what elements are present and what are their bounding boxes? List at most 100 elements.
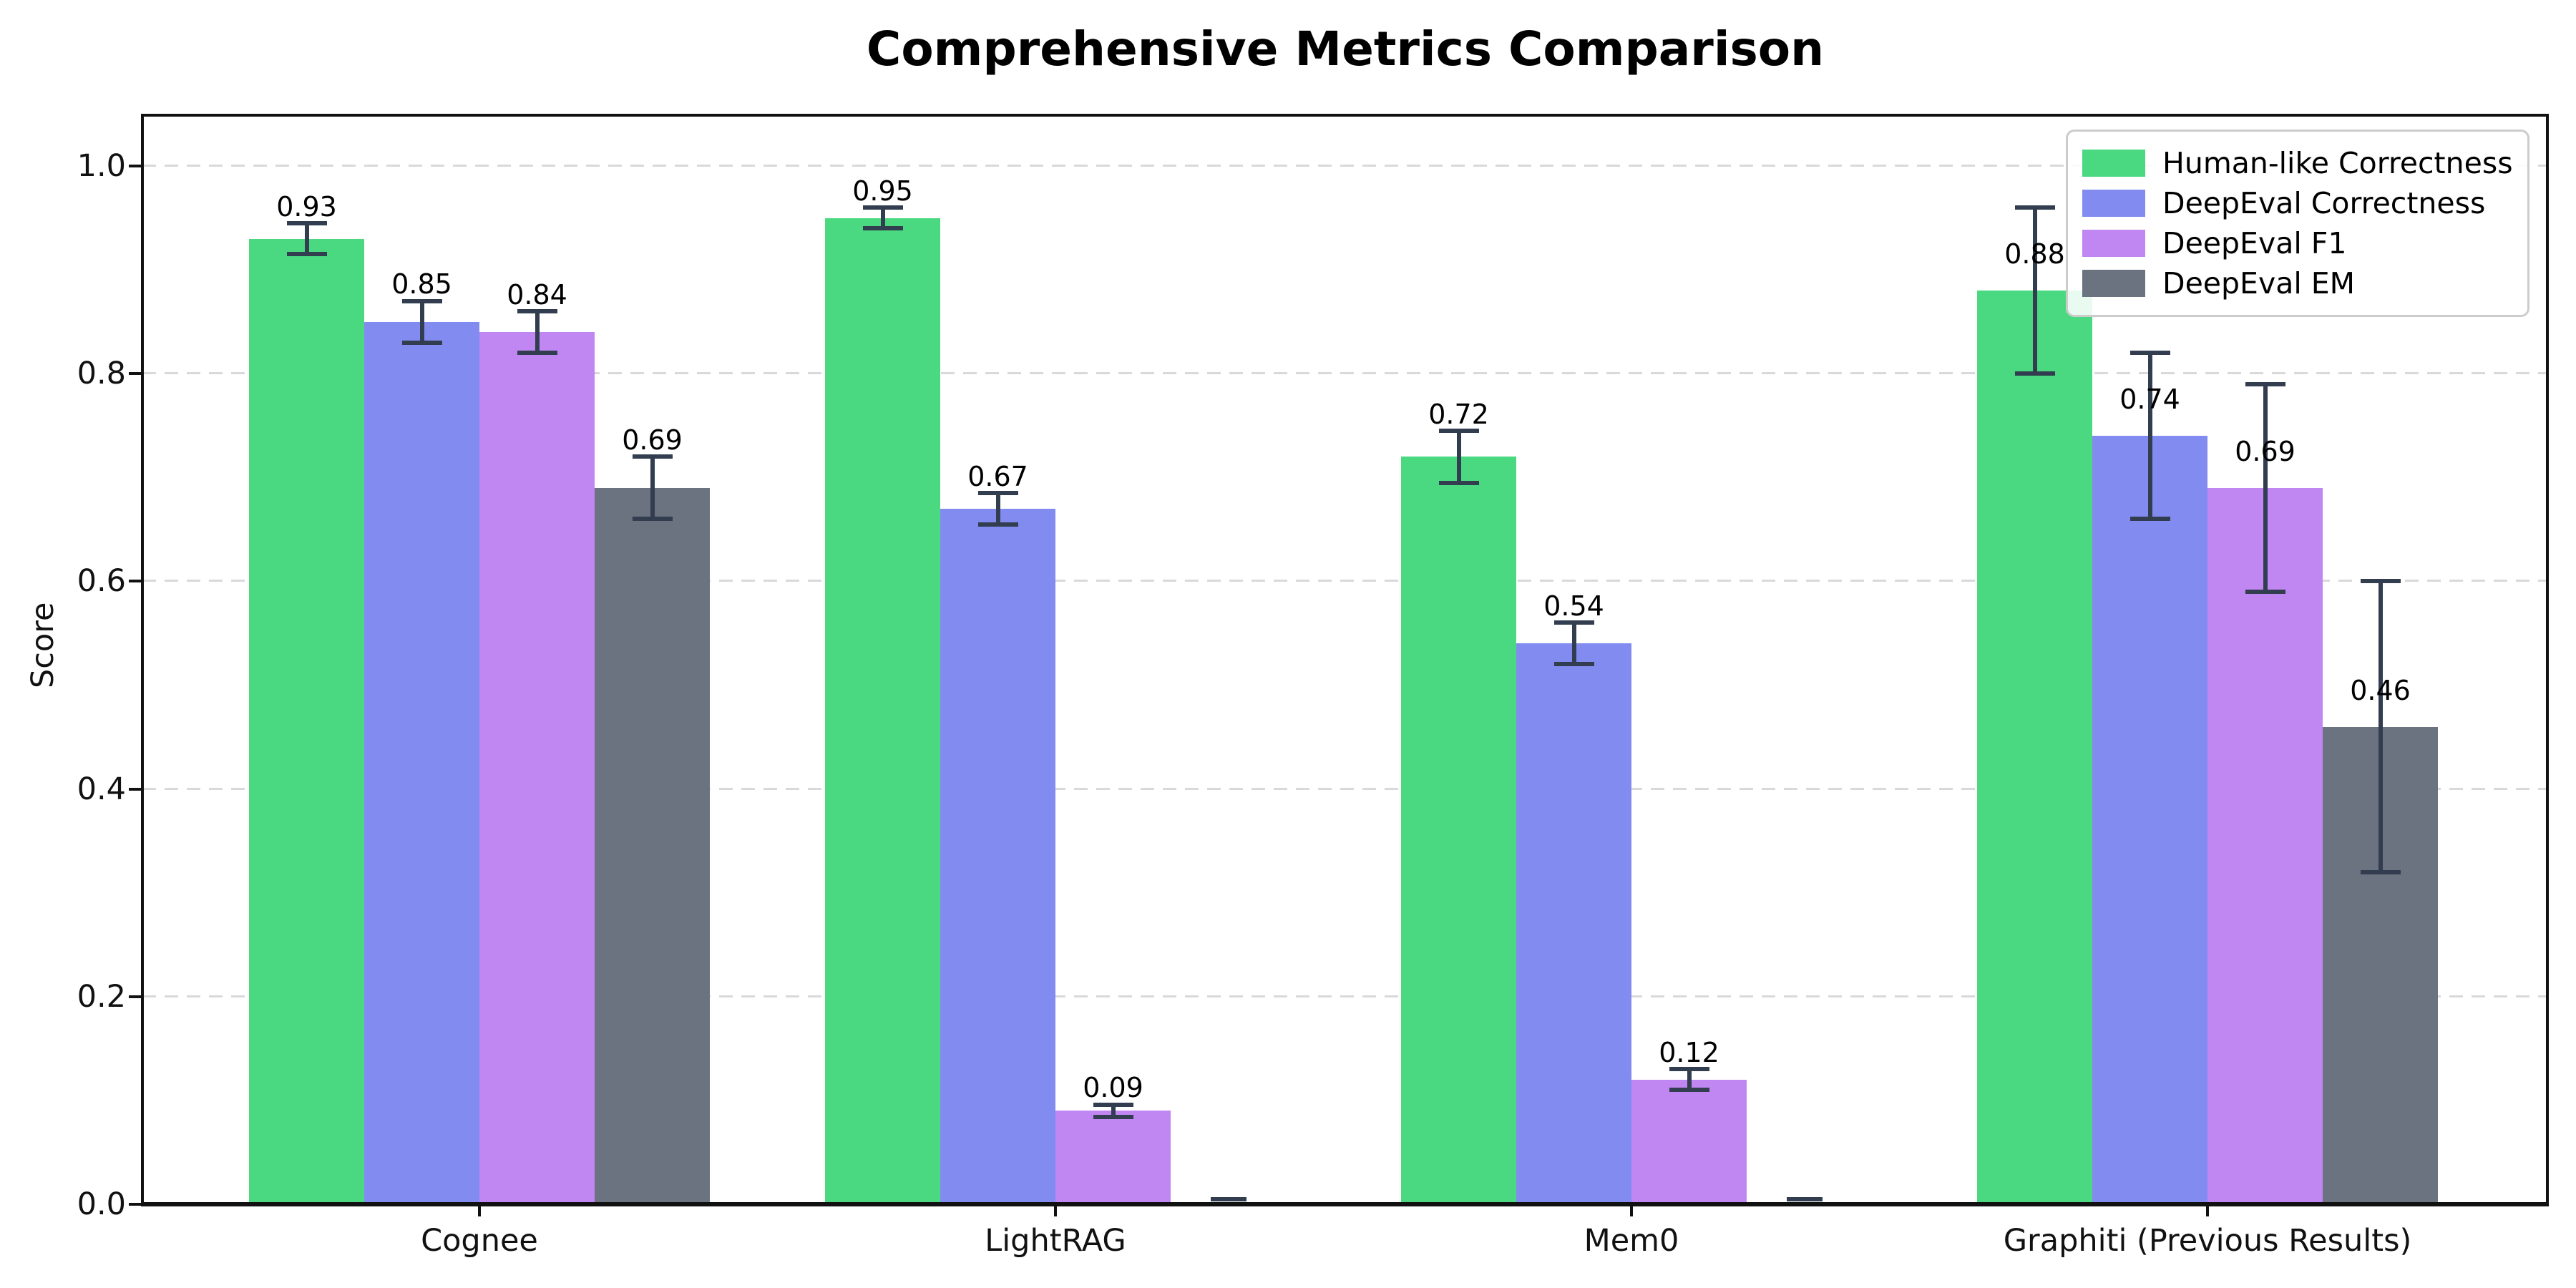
legend-swatch-icon	[2082, 270, 2145, 297]
error-bar-line	[995, 493, 1000, 525]
y-tick-mark	[129, 580, 142, 583]
error-bar-cap-zero	[1786, 1197, 1823, 1202]
bar-value-label: 0.69	[622, 424, 683, 457]
legend-label: DeepEval F1	[2162, 226, 2347, 260]
x-axis-line	[141, 1202, 2549, 1206]
error-bar-cap-bottom	[2014, 371, 2055, 376]
error-bar-cap-top	[2360, 579, 2401, 584]
legend-label: Human-like Correctness	[2162, 146, 2513, 180]
error-bar-line	[2147, 353, 2152, 519]
error-bar-cap-top	[1553, 620, 1594, 625]
gridline	[142, 995, 2548, 997]
x-tick-mark	[478, 1205, 481, 1216]
chart-title: Comprehensive Metrics Comparison	[866, 21, 1825, 77]
y-tick-label: 0.6	[77, 563, 126, 600]
bar-value-label: 0.54	[1543, 590, 1604, 623]
bar-deepeval-f1	[2207, 488, 2323, 1204]
error-bar-cap-bottom	[2360, 869, 2401, 874]
gridline	[142, 372, 2548, 375]
y-tick-label: 0.4	[77, 771, 126, 807]
error-bar-cap-bottom	[2129, 517, 2170, 522]
bar-value-label: 0.85	[391, 268, 452, 301]
error-bar-line	[1456, 431, 1461, 483]
y-tick-mark	[129, 787, 142, 791]
error-bar-cap-top	[2014, 205, 2055, 210]
bar-deepeval-correctness	[2092, 436, 2207, 1204]
x-tick-label: LightRAG	[985, 1223, 1126, 1259]
y-tick-mark	[129, 995, 142, 998]
x-tick-mark	[1054, 1205, 1057, 1216]
y-tick-label: 0.0	[77, 1186, 126, 1222]
y-tick-mark	[129, 1203, 142, 1206]
right-spine	[2546, 114, 2549, 1206]
error-bar-cap-top	[977, 491, 1018, 496]
error-bar-cap-bottom	[517, 351, 557, 356]
error-bar-cap-top	[2245, 381, 2285, 386]
legend-item: Human-like Correctness	[2082, 143, 2513, 183]
error-bar-cap-top	[286, 220, 327, 225]
bar-human-like-correctness	[249, 239, 364, 1204]
bar-deepeval-f1	[479, 332, 595, 1204]
x-tick-mark	[1630, 1205, 1633, 1216]
bar-human-like-correctness	[1977, 291, 2092, 1204]
legend-item: DeepEval Correctness	[2082, 183, 2513, 223]
bar-human-like-correctness	[1401, 457, 1516, 1204]
bar-human-like-correctness	[825, 218, 940, 1204]
bar-value-label: 0.93	[276, 190, 337, 223]
error-bar-line	[2263, 384, 2268, 592]
error-bar-cap-bottom	[977, 522, 1018, 527]
error-bar-cap-bottom	[286, 252, 327, 257]
error-bar-cap-bottom	[1093, 1115, 1133, 1120]
x-tick-label: Cognee	[421, 1223, 538, 1259]
legend-swatch-icon	[2082, 190, 2145, 217]
gridline	[142, 165, 2548, 167]
error-bar-line	[1687, 1069, 1692, 1091]
bar-value-label: 0.88	[2004, 238, 2065, 270]
error-bar-cap-top	[2129, 351, 2170, 356]
y-tick-mark	[129, 165, 142, 167]
left-spine	[141, 114, 144, 1206]
bar-deepeval-correctness	[364, 322, 479, 1204]
error-bar-cap-bottom	[1669, 1088, 1709, 1093]
bar-value-label: 0.46	[2350, 674, 2411, 706]
legend: Human-like Correctness DeepEval Correctne…	[2066, 130, 2529, 317]
error-bar-line	[2378, 581, 2383, 872]
legend-item: DeepEval EM	[2082, 263, 2513, 303]
error-bar-cap-bottom	[862, 226, 903, 231]
error-bar-line	[1571, 623, 1576, 665]
bar-deepeval-f1	[1631, 1080, 1747, 1204]
bar-deepeval-correctness	[1516, 643, 1631, 1204]
error-bar-cap-top	[1093, 1102, 1133, 1107]
error-bar-line	[535, 311, 540, 353]
bar-value-label: 0.72	[1428, 398, 1489, 430]
error-bar-cap-zero	[1210, 1197, 1246, 1202]
legend-label: DeepEval EM	[2162, 266, 2356, 301]
bar-value-label: 0.95	[852, 175, 913, 207]
top-spine	[141, 114, 2549, 117]
legend-label: DeepEval Correctness	[2162, 186, 2486, 220]
bar-value-label: 0.74	[2119, 384, 2180, 416]
legend-item: DeepEval F1	[2082, 223, 2513, 263]
error-bar-line	[419, 301, 424, 343]
error-bar-line	[1111, 1104, 1116, 1118]
error-bar-cap-bottom	[2245, 589, 2285, 594]
y-tick-label: 1.0	[77, 148, 126, 184]
error-bar-cap-top	[1438, 429, 1479, 433]
error-bar-cap-top	[632, 454, 673, 459]
bar-deepeval-f1	[1055, 1111, 1171, 1204]
error-bar-line	[304, 223, 309, 255]
gridline	[142, 580, 2548, 582]
bar-value-label: 0.12	[1659, 1037, 1719, 1069]
y-tick-mark	[129, 372, 142, 376]
error-bar-cap-bottom	[632, 517, 673, 522]
y-tick-label: 0.2	[77, 978, 126, 1015]
legend-swatch-icon	[2082, 230, 2145, 257]
x-tick-label: Mem0	[1584, 1223, 1679, 1259]
bar-value-label: 0.84	[507, 278, 567, 311]
error-bar-line	[880, 208, 885, 229]
plot-area: 0.93 0.95 0.72 0.88 0.85 0.67 0.54 0.74 0.84 0.09…	[142, 115, 2548, 1204]
error-bar-line	[650, 457, 655, 519]
bar-value-label: 0.67	[967, 460, 1028, 492]
error-bar-cap-bottom	[1438, 480, 1479, 485]
